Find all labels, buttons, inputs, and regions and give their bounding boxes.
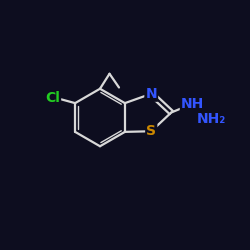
Text: N: N bbox=[146, 87, 157, 101]
Text: S: S bbox=[146, 124, 156, 138]
Text: NH: NH bbox=[181, 97, 204, 111]
Text: Cl: Cl bbox=[45, 91, 60, 105]
Text: NH₂: NH₂ bbox=[196, 112, 226, 126]
